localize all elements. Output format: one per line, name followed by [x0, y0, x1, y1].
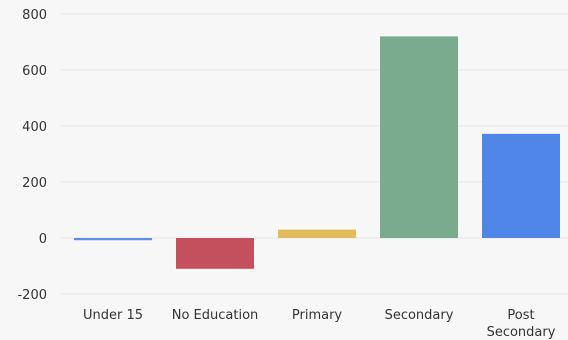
x-tick-label: Primary	[292, 308, 343, 323]
bar-primary	[278, 229, 356, 238]
x-tick-label: Post Secondary	[487, 308, 556, 340]
x-axis: Under 15 No Education Primary Secondary Post…	[83, 308, 556, 340]
y-tick-label: 0	[39, 232, 47, 247]
x-tick-label: Under 15	[83, 308, 143, 323]
y-tick-label: 600	[22, 64, 47, 79]
y-tick-label: 200	[22, 176, 47, 191]
y-axis: 800 600 400 200 0 -200	[17, 8, 47, 303]
y-tick-label: -200	[17, 288, 47, 303]
y-tick-label: 400	[22, 120, 47, 135]
bar-post-secondary	[482, 133, 560, 238]
y-tick-label: 800	[22, 8, 47, 23]
bars	[74, 36, 560, 269]
bar-no-education	[176, 238, 254, 269]
x-tick-label: Secondary	[385, 308, 454, 323]
x-tick-label: No Education	[172, 308, 259, 323]
bar-secondary	[380, 36, 458, 239]
bar-under-15	[74, 238, 152, 241]
